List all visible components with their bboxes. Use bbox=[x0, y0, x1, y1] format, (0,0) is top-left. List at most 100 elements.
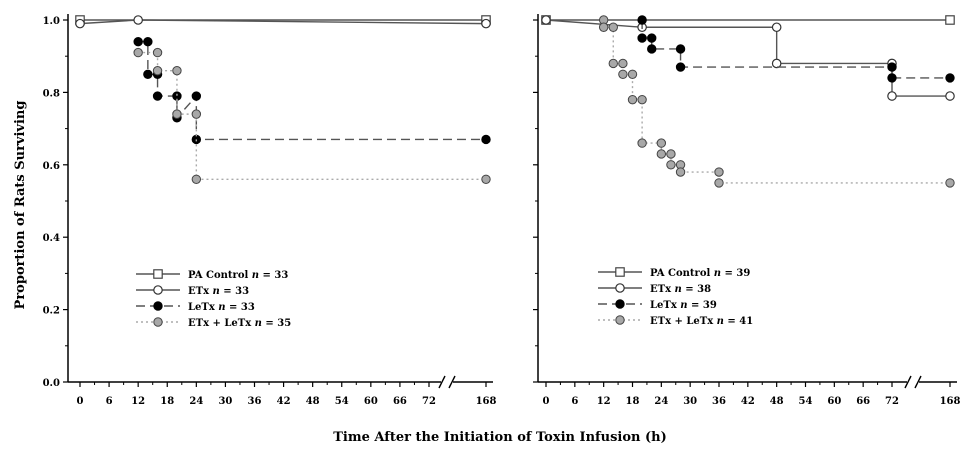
x-tick-label: 18 bbox=[626, 396, 640, 407]
y-tick-label: 0.8 bbox=[43, 88, 60, 99]
data-point-open-circle bbox=[541, 15, 551, 25]
legend-marker-open-circle bbox=[615, 283, 625, 293]
data-point-black-circle bbox=[887, 73, 897, 83]
x-tick-label: 42 bbox=[277, 396, 291, 407]
data-point-grey-circle bbox=[656, 149, 667, 159]
x-tick-label: 24 bbox=[654, 396, 668, 407]
x-tick-label: 12 bbox=[597, 396, 611, 407]
axis-break-mark bbox=[438, 375, 446, 389]
data-point-open-circle bbox=[771, 22, 782, 33]
x-tick-label: 168 bbox=[940, 396, 961, 407]
data-point-grey-circle bbox=[152, 65, 163, 76]
data-point-grey-circle bbox=[627, 94, 638, 105]
data-point-grey-circle bbox=[714, 167, 724, 177]
x-tick-label: 0 bbox=[543, 396, 550, 407]
data-point-black-circle bbox=[647, 33, 657, 43]
x-tick-label: 36 bbox=[712, 396, 726, 407]
axis-break-mark bbox=[448, 375, 456, 389]
x-tick-label: 60 bbox=[364, 396, 378, 407]
data-point-black-circle bbox=[133, 37, 143, 47]
data-point-grey-circle bbox=[608, 22, 618, 32]
data-point-grey-circle bbox=[618, 58, 628, 69]
data-point-grey-circle bbox=[666, 149, 676, 159]
x-tick-label: 42 bbox=[741, 396, 755, 407]
y-tick-label: 0.2 bbox=[43, 306, 60, 317]
data-point-grey-circle bbox=[608, 58, 618, 69]
x-tick-label: 66 bbox=[393, 396, 407, 407]
x-tick-label: 30 bbox=[218, 396, 232, 407]
data-point-black-circle bbox=[647, 44, 657, 54]
data-point-open-circle bbox=[945, 91, 955, 101]
y-axis-label: Proportion of Rats Surviving bbox=[13, 101, 28, 310]
legend-marker-open-circle bbox=[153, 285, 163, 295]
legend-label: ETx n = 38 bbox=[650, 284, 711, 295]
data-point-grey-circle bbox=[172, 109, 182, 119]
data-point-grey-circle bbox=[637, 138, 647, 148]
data-point-grey-circle bbox=[152, 47, 163, 58]
x-axis-label: Time After the Initiation of Toxin Infus… bbox=[333, 430, 667, 445]
data-point-grey-circle bbox=[666, 160, 676, 170]
axis-break-mark bbox=[904, 375, 912, 389]
data-point-black-circle bbox=[152, 91, 163, 101]
left-survival-panel: 0.0 0.2 0.4 0.6 0.8 1.0 0 6 12 18 24 30 36 42 48 54 60 66… bbox=[43, 14, 497, 407]
data-point-grey-circle bbox=[656, 138, 667, 148]
series-line-etx bbox=[545, 19, 950, 97]
legend-marker-black-circle bbox=[153, 301, 163, 311]
data-point-black-circle bbox=[887, 62, 897, 72]
data-point-grey-circle bbox=[714, 178, 724, 188]
legend-marker-square bbox=[615, 267, 625, 277]
data-point-open-circle bbox=[771, 58, 782, 69]
y-tick-label: 0.6 bbox=[43, 161, 60, 172]
x-tick-label: 24 bbox=[189, 396, 203, 407]
x-tick-label: 60 bbox=[827, 396, 841, 407]
right-survival-panel: 0 6 12 18 24 30 36 42 48 54 60 66 72 168 PA Control n … bbox=[533, 14, 960, 407]
data-point-grey-circle bbox=[598, 22, 609, 32]
data-point-square bbox=[945, 15, 955, 25]
x-tick-label: 0 bbox=[77, 396, 84, 407]
x-tick-label: 36 bbox=[248, 396, 262, 407]
axis-break-mark bbox=[914, 375, 922, 389]
x-tick-label: 54 bbox=[335, 396, 349, 407]
series-line-letx bbox=[138, 41, 486, 141]
data-point-black-circle bbox=[191, 91, 202, 101]
legend-label: PA Control n = 39 bbox=[650, 268, 750, 279]
x-tick-label: 72 bbox=[422, 396, 436, 407]
y-tick-label: 0.0 bbox=[43, 378, 60, 389]
data-point-open-circle bbox=[887, 91, 897, 101]
legend-label: LeTx n = 33 bbox=[188, 302, 255, 313]
legend-marker-grey-circle bbox=[153, 317, 163, 327]
legend-label: LeTx n = 39 bbox=[650, 300, 717, 311]
x-tick-label: 12 bbox=[131, 396, 145, 407]
legend-label: ETx + LeTx n = 41 bbox=[650, 316, 753, 327]
data-point-grey-circle bbox=[191, 174, 202, 184]
series-line-etx-letx bbox=[138, 51, 486, 180]
legend-marker-grey-circle bbox=[615, 315, 625, 325]
legend-label: PA Control n = 33 bbox=[188, 270, 288, 281]
x-tick-label: 72 bbox=[885, 396, 899, 407]
x-tick-label: 6 bbox=[106, 396, 113, 407]
data-point-black-circle bbox=[945, 73, 955, 83]
data-point-black-circle bbox=[143, 69, 153, 80]
legend-marker-black-circle bbox=[615, 299, 625, 309]
x-tick-label: 30 bbox=[683, 396, 697, 407]
data-point-grey-circle bbox=[481, 174, 491, 184]
x-tick-label: 48 bbox=[770, 396, 784, 407]
data-point-open-circle bbox=[75, 18, 85, 29]
data-point-grey-circle bbox=[945, 178, 955, 188]
y-tick-label: 1.0 bbox=[43, 16, 60, 27]
series-line-letx bbox=[641, 20, 950, 79]
data-point-black-circle bbox=[143, 37, 153, 47]
data-point-open-circle bbox=[133, 15, 143, 25]
x-tick-label: 48 bbox=[306, 396, 320, 407]
data-point-grey-circle bbox=[618, 69, 628, 80]
data-point-grey-circle bbox=[637, 94, 647, 105]
data-point-grey-circle bbox=[172, 65, 182, 76]
legend-label: ETx n = 33 bbox=[188, 286, 249, 297]
data-point-black-circle bbox=[637, 15, 647, 25]
data-point-black-circle bbox=[675, 62, 686, 72]
x-tick-label: 66 bbox=[856, 396, 870, 407]
x-tick-label: 168 bbox=[476, 396, 497, 407]
data-point-open-circle bbox=[481, 18, 491, 29]
data-point-black-circle bbox=[675, 44, 686, 54]
x-tick-label: 6 bbox=[571, 396, 578, 407]
